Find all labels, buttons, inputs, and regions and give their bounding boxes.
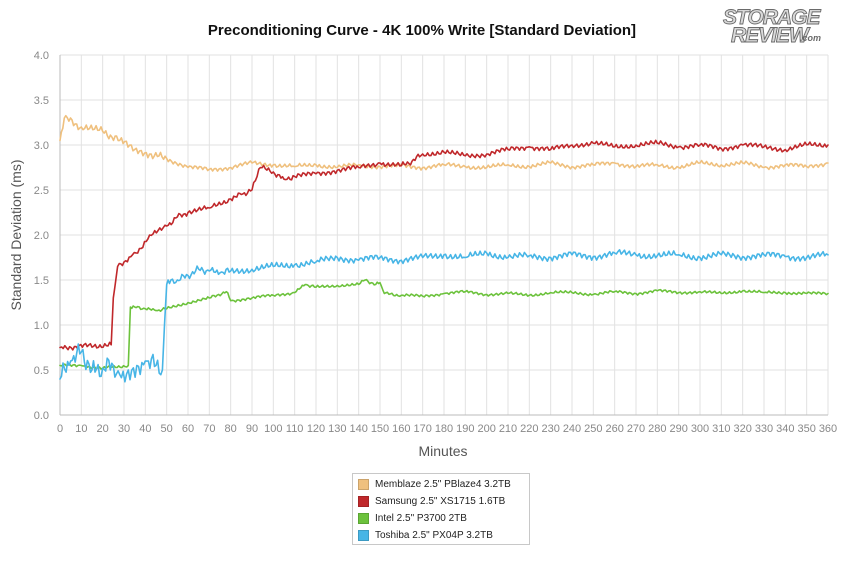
x-tick-label: 70 [203, 423, 215, 435]
x-tick-label: 40 [139, 423, 151, 435]
series-line-0 [59, 114, 829, 172]
legend: Memblaze 2.5" PBlaze4 3.2TB Samsung 2.5" … [352, 473, 530, 545]
x-tick-label: 270 [627, 423, 645, 435]
y-tick-label: 0.5 [34, 365, 49, 377]
y-tick-label: 2.0 [34, 230, 49, 242]
x-tick-label: 200 [477, 423, 495, 435]
y-tick-label: 3.0 [34, 140, 49, 152]
y-tick-label: 4.0 [34, 50, 49, 62]
y-tick-label: 2.5 [34, 185, 49, 197]
x-tick-label: 160 [392, 423, 410, 435]
grid [59, 54, 829, 416]
legend-item: Intel 2.5" P3700 2TB [358, 510, 524, 527]
x-tick-label: 150 [371, 423, 389, 435]
chart-title: Preconditioning Curve - 4K 100% Write [S… [208, 22, 636, 39]
x-tick-label: 20 [97, 423, 109, 435]
x-tick-label: 120 [307, 423, 325, 435]
storagereview-logo: STORAGE REVIEW .com [723, 6, 823, 48]
y-tick-label: 3.5 [34, 95, 49, 107]
legend-swatch [358, 496, 369, 507]
legend-label: Toshiba 2.5" PX04P 3.2TB [375, 530, 493, 541]
legend-label: Intel 2.5" P3700 2TB [375, 513, 467, 524]
x-tick-label: 90 [246, 423, 258, 435]
axes: 0 10 20 30 40 50 60 70 80 90 100 110 120 130 140 150 160… [34, 50, 837, 435]
series-line-1 [59, 139, 829, 351]
x-tick-label: 0 [57, 423, 63, 435]
legend-item: Toshiba 2.5" PX04P 3.2TB [358, 527, 524, 544]
x-tick-label: 220 [520, 423, 538, 435]
x-tick-label: 350 [797, 423, 815, 435]
legend-label: Samsung 2.5" XS1715 1.6TB [375, 496, 506, 507]
x-tick-label: 180 [435, 423, 453, 435]
legend-swatch [358, 530, 369, 541]
x-tick-label: 30 [118, 423, 130, 435]
y-tick-label: 0.0 [34, 410, 49, 422]
logo-text-bottom: REVIEW [731, 24, 811, 47]
x-tick-label: 130 [328, 423, 346, 435]
x-tick-label: 60 [182, 423, 194, 435]
series-line-3 [59, 249, 829, 383]
x-tick-label: 50 [161, 423, 173, 435]
x-tick-label: 170 [413, 423, 431, 435]
x-tick-label: 80 [225, 423, 237, 435]
x-tick-label: 100 [264, 423, 282, 435]
x-tick-label: 140 [349, 423, 367, 435]
y-tick-label: 1.0 [34, 320, 49, 332]
y-axis-label: Standard Deviation (ms) [8, 160, 24, 311]
x-tick-label: 230 [541, 423, 559, 435]
plot-area [59, 114, 829, 383]
x-tick-label: 110 [286, 423, 304, 435]
x-tick-label: 190 [456, 423, 474, 435]
x-tick-label: 10 [75, 423, 87, 435]
legend-swatch [358, 479, 369, 490]
y-tick-label: 1.5 [34, 275, 49, 287]
x-tick-label: 250 [584, 423, 602, 435]
x-tick-label: 280 [648, 423, 666, 435]
x-tick-label: 290 [669, 423, 687, 435]
logo-text-suffix: .com [800, 33, 821, 43]
x-tick-label: 360 [819, 423, 837, 435]
legend-swatch [358, 513, 369, 524]
x-tick-label: 300 [691, 423, 709, 435]
x-axis-label: Minutes [418, 443, 467, 459]
legend-item: Samsung 2.5" XS1715 1.6TB [358, 493, 524, 510]
x-tick-label: 310 [712, 423, 730, 435]
x-tick-label: 340 [776, 423, 794, 435]
x-tick-label: 260 [605, 423, 623, 435]
legend-label: Memblaze 2.5" PBlaze4 3.2TB [375, 479, 511, 490]
x-tick-label: 330 [755, 423, 773, 435]
series-line-2 [59, 278, 829, 370]
x-tick-label: 210 [499, 423, 517, 435]
legend-item: Memblaze 2.5" PBlaze4 3.2TB [358, 476, 524, 493]
logo-text-top: STORAGE [723, 6, 821, 29]
x-tick-label: 240 [563, 423, 581, 435]
x-tick-label: 320 [733, 423, 751, 435]
